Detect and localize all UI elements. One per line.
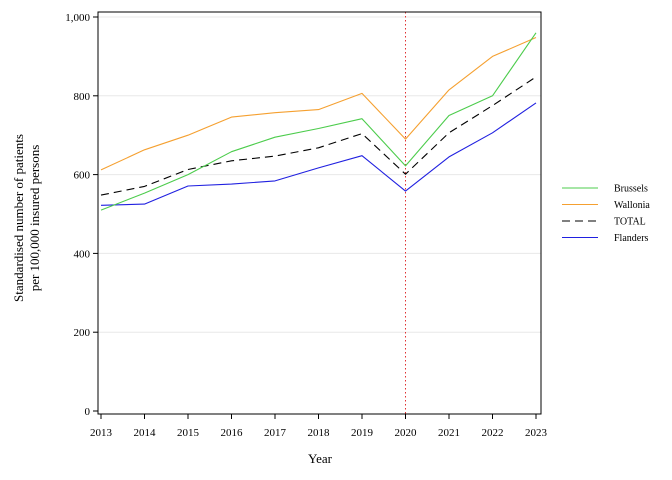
y-axis: 0 200 400 600 800 1,000 xyxy=(65,12,98,418)
x-tick-label: 2014 xyxy=(134,427,157,439)
x-tick-label: 2013 xyxy=(90,427,113,439)
plot-frame xyxy=(97,11,542,415)
x-tick-label: 2016 xyxy=(221,427,244,439)
series-line-brussels xyxy=(100,32,537,211)
x-tick-label: 2022 xyxy=(482,427,504,439)
x-tick-label: 2021 xyxy=(438,427,460,439)
series-line-total xyxy=(100,76,537,196)
y-tick-label: 800 xyxy=(74,91,91,103)
x-tick-label: 2017 xyxy=(264,427,287,439)
legend-label: Flanders xyxy=(614,233,649,244)
x-tick-label: 2015 xyxy=(177,427,200,439)
series-lines xyxy=(100,32,537,211)
legend: Brussels Wallonia TOTAL Flanders xyxy=(562,184,650,244)
legend-label: TOTAL xyxy=(614,217,646,228)
gridlines xyxy=(98,16,541,333)
series-line-wallonia xyxy=(100,36,537,171)
legend-label: Wallonia xyxy=(614,200,650,211)
y-axis-title-line-2: per 100,000 insured persons xyxy=(27,145,42,292)
y-tick-label: 600 xyxy=(74,170,91,182)
legend-label: Brussels xyxy=(614,184,648,195)
x-tick-label: 2018 xyxy=(308,427,331,439)
y-tick-label: 1,000 xyxy=(65,12,90,24)
y-axis-title-line-1: Standardised number of patients xyxy=(11,134,26,302)
x-tick-label: 2020 xyxy=(395,427,418,439)
x-axis-title: Year xyxy=(308,451,333,466)
x-axis: 2013 2014 2015 2016 2017 2018 2019 2020 2021 2022… xyxy=(90,414,548,439)
y-tick-label: 0 xyxy=(85,406,91,418)
series-line-flanders xyxy=(100,102,537,206)
x-tick-label: 2019 xyxy=(351,427,374,439)
y-tick-label: 200 xyxy=(74,327,91,339)
x-tick-label: 2023 xyxy=(525,427,548,439)
y-tick-label: 400 xyxy=(74,248,91,260)
